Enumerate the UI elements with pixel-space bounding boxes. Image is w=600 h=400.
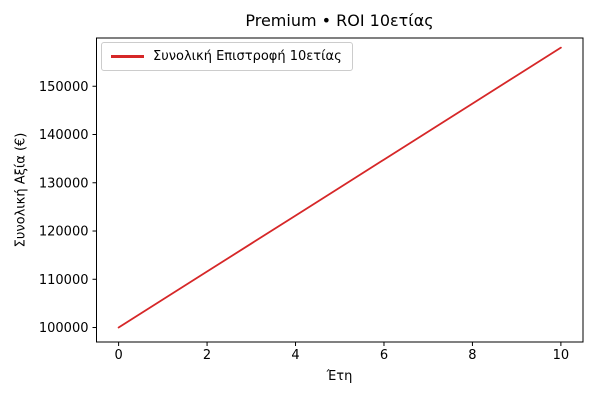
y-tick-label: 130000	[39, 176, 89, 191]
x-tick-label: 6	[380, 348, 388, 363]
x-tick-label: 10	[553, 348, 570, 363]
y-tick-label: 100000	[39, 321, 89, 336]
y-tick-label: 140000	[39, 128, 89, 143]
legend-line-sample	[111, 55, 144, 58]
axes-spines	[96, 37, 584, 343]
y-axis-label: Συνολική Αξία (€)	[13, 132, 29, 248]
x-tick-label: 2	[203, 348, 211, 363]
x-tick-label: 4	[291, 348, 299, 363]
x-tick-label: 8	[468, 348, 476, 363]
x-tick-label: 0	[114, 348, 122, 363]
legend: Συνολική Επιστροφή 10ετίας	[101, 42, 353, 71]
x-axis-label: Έτη	[326, 369, 353, 384]
y-tick-label: 120000	[39, 225, 89, 240]
chart-title: Premium • ROI 10ετίας	[245, 11, 434, 30]
y-tick-label: 110000	[39, 273, 89, 288]
data-line	[117, 46, 562, 329]
legend-label: Συνολική Επιστροφή 10ετίας	[153, 49, 342, 64]
y-tick-label: 150000	[39, 80, 89, 95]
